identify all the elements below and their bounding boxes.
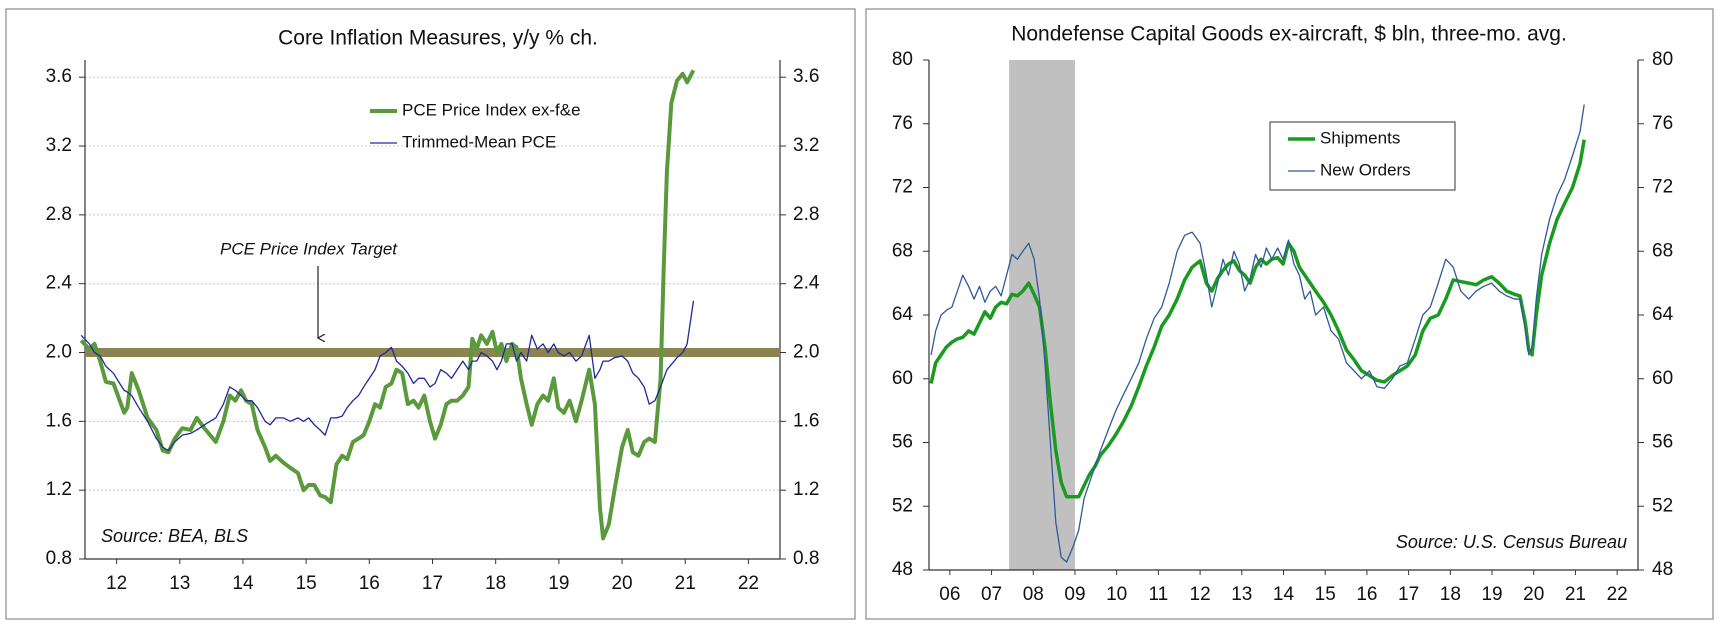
legend-label: Trimmed-Mean PCE: [402, 132, 556, 151]
x-tick-label: 17: [422, 573, 443, 594]
y-tick-label: 3.2: [46, 135, 72, 156]
y2-tick-label: 64: [1652, 304, 1674, 325]
series-line: [80, 300, 695, 452]
source-note: Source: BEA, BLS: [101, 526, 248, 546]
x-tick-label: 11: [1149, 584, 1169, 605]
x-tick-label: 17: [1398, 584, 1419, 605]
x-tick-label: 09: [1064, 584, 1085, 605]
y2-tick-label: 56: [1652, 432, 1673, 453]
x-tick-label: 07: [981, 584, 1002, 605]
source-note: Source: U.S. Census Bureau: [1396, 532, 1627, 552]
series-line: [79, 69, 696, 541]
y-tick-label: 56: [892, 432, 913, 453]
y2-tick-label: 72: [1652, 177, 1673, 198]
legend-label: Shipments: [1320, 128, 1400, 147]
y-tick-label: 0.8: [46, 548, 72, 569]
chart-title: Core Inflation Measures, y/y % ch.: [278, 27, 598, 50]
x-tick-label: 19: [548, 573, 569, 594]
y2-tick-label: 3.2: [793, 135, 819, 156]
y-tick-label: 2.0: [46, 342, 72, 363]
y-tick-label: 3.6: [46, 66, 72, 87]
y2-tick-label: 80: [1652, 49, 1673, 70]
y2-tick-label: 2.4: [793, 273, 820, 294]
x-tick-label: 18: [1440, 584, 1461, 605]
series-line: [930, 104, 1585, 563]
y-tick-label: 60: [892, 368, 913, 389]
y2-tick-label: 60: [1652, 368, 1673, 389]
annotation: PCE Price Index Target: [220, 239, 398, 258]
y-tick-label: 2.4: [46, 273, 73, 294]
y2-tick-label: 2.8: [793, 204, 819, 225]
x-tick-label: 20: [1523, 584, 1544, 605]
legend-label: PCE Price Index ex-f&e: [402, 100, 581, 119]
x-tick-label: 15: [1315, 584, 1336, 605]
x-tick-label: 18: [485, 573, 506, 594]
y2-tick-label: 2.0: [793, 342, 819, 363]
x-tick-label: 10: [1106, 584, 1127, 605]
y2-tick-label: 76: [1652, 113, 1673, 134]
y2-tick-label: 68: [1652, 240, 1673, 261]
x-tick-label: 15: [296, 573, 317, 594]
x-tick-label: 12: [1190, 584, 1211, 605]
x-tick-label: 20: [611, 573, 632, 594]
x-tick-label: 22: [738, 573, 759, 594]
x-tick-label: 19: [1481, 584, 1502, 605]
x-tick-label: 08: [1023, 584, 1044, 605]
y-tick-label: 80: [892, 49, 913, 70]
y2-tick-label: 48: [1652, 559, 1673, 580]
x-tick-label: 14: [232, 573, 254, 594]
legend-label: New Orders: [1320, 160, 1411, 179]
legend-frame: [1269, 121, 1456, 191]
y-tick-label: 64: [892, 304, 914, 325]
x-tick-label: 21: [675, 573, 696, 594]
panel-frame: [5, 8, 856, 620]
x-tick-label: 13: [169, 573, 190, 594]
y2-tick-label: 3.6: [793, 66, 819, 87]
chart-title: Nondefense Capital Goods ex-aircraft, $ …: [1011, 23, 1567, 46]
panel-frame: [865, 8, 1714, 620]
y-tick-label: 48: [892, 559, 913, 580]
x-tick-label: 16: [359, 573, 380, 594]
series-line: [929, 139, 1586, 499]
y-tick-label: 76: [892, 113, 913, 134]
y-tick-label: 68: [892, 240, 913, 261]
y-tick-label: 2.8: [46, 204, 72, 225]
x-tick-label: 16: [1356, 584, 1377, 605]
y2-tick-label: 1.6: [793, 410, 819, 431]
y-tick-label: 1.2: [46, 479, 72, 500]
y2-tick-label: 52: [1652, 495, 1673, 516]
y2-tick-label: 1.2: [793, 479, 819, 500]
x-tick-label: 06: [939, 584, 960, 605]
y-tick-label: 72: [892, 177, 913, 198]
y-tick-label: 52: [892, 495, 913, 516]
x-tick-label: 21: [1565, 584, 1586, 605]
x-tick-label: 13: [1231, 584, 1252, 605]
x-tick-label: 14: [1273, 584, 1295, 605]
y2-tick-label: 0.8: [793, 548, 819, 569]
x-tick-label: 22: [1607, 584, 1628, 605]
y-tick-label: 1.6: [46, 410, 72, 431]
x-tick-label: 12: [106, 573, 127, 594]
